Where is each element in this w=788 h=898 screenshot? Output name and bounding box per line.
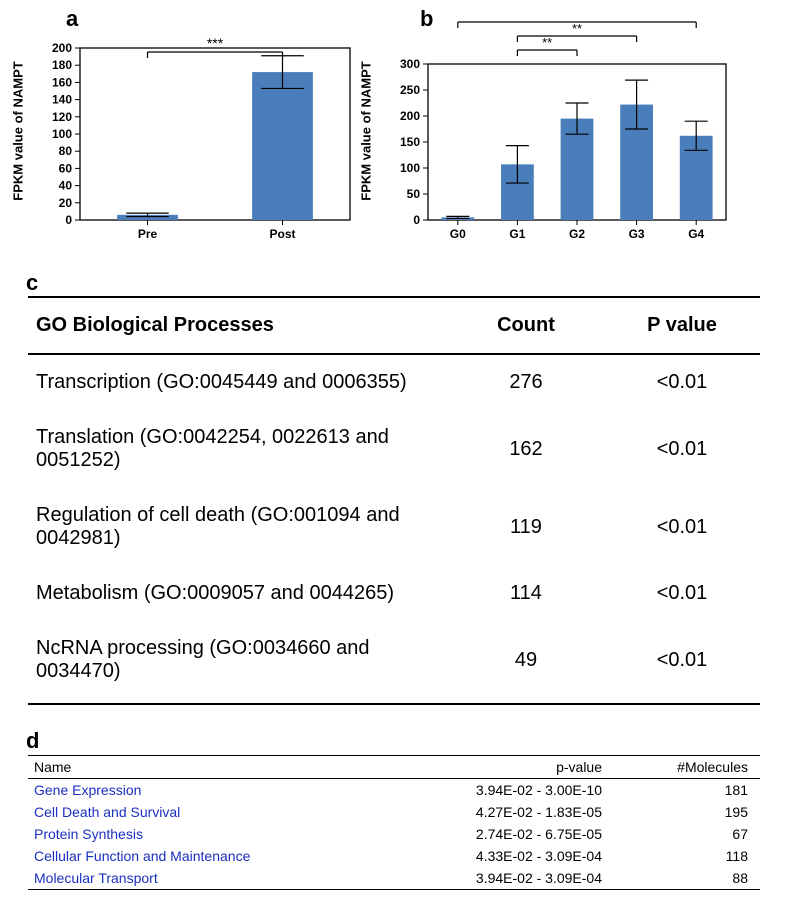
svg-text:G0: G0 <box>450 227 466 241</box>
table-row: Transcription (GO:0045449 and 0006355)27… <box>28 354 760 410</box>
table-d-cell-name: Cell Death and Survival <box>28 801 396 823</box>
chart-a-ylabel: FPKM value of NAMPT <box>11 61 26 200</box>
svg-text:G3: G3 <box>629 227 645 241</box>
table-d-col-mol: #Molecules <box>632 756 760 779</box>
charts-row: FPKM value of NAMPT 0 20 40 60 80 100 120 140 16… <box>28 18 760 244</box>
svg-text:40: 40 <box>59 179 73 193</box>
table-d-cell-pval: 4.27E-02 - 1.83E-05 <box>396 801 632 823</box>
table-row: Cellular Function and Maintenance 4.33E-0… <box>28 845 760 867</box>
chart-a-svg: 0 20 40 60 80 100 120 140 160 180 200 Pre Post *** <box>28 18 358 244</box>
table-row: Cell Death and Survival 4.27E-02 - 1.83E-… <box>28 801 760 823</box>
table-c: GO Biological Processes Count P value Tr… <box>28 296 760 705</box>
table-c-cell-pval: <0.01 <box>604 488 760 566</box>
table-d: Name p-value #Molecules Gene Expression 3… <box>28 755 760 890</box>
table-c-col-pval: P value <box>604 297 760 354</box>
svg-text:**: ** <box>542 35 552 50</box>
svg-text:G4: G4 <box>688 227 704 241</box>
table-row: Protein Synthesis 2.74E-02 - 6.75E-0567 <box>28 823 760 845</box>
table-c-cell-count: 49 <box>448 621 604 704</box>
chart-b: FPKM value of NAMPT 050100150200250300G0… <box>376 18 736 244</box>
table-c-cell-name: Regulation of cell death (GO:001094 and … <box>28 488 448 566</box>
figure-page: a b FPKM value of NAMPT 0204060801001201… <box>0 0 788 898</box>
ipa-link[interactable]: Cell Death and Survival <box>34 804 180 820</box>
svg-text:300: 300 <box>400 57 420 71</box>
table-d-cell-mol: 67 <box>632 823 760 845</box>
svg-text:60: 60 <box>59 161 73 175</box>
table-c-cell-pval: <0.01 <box>604 621 760 704</box>
table-d-cell-name: Cellular Function and Maintenance <box>28 845 396 867</box>
svg-text:***: *** <box>207 35 224 51</box>
table-c-col-count: Count <box>448 297 604 354</box>
table-row: NcRNA processing (GO:0034660 and 0034470… <box>28 621 760 704</box>
table-c-col-name: GO Biological Processes <box>28 297 448 354</box>
svg-text:Post: Post <box>269 227 295 241</box>
ipa-link[interactable]: Cellular Function and Maintenance <box>34 848 250 864</box>
svg-text:120: 120 <box>52 110 72 124</box>
svg-text:200: 200 <box>52 41 72 55</box>
table-row: Translation (GO:0042254, 0022613 and 005… <box>28 410 760 488</box>
svg-text:180: 180 <box>52 58 72 72</box>
table-c-cell-name: NcRNA processing (GO:0034660 and 0034470… <box>28 621 448 704</box>
table-row: Regulation of cell death (GO:001094 and … <box>28 488 760 566</box>
svg-text:160: 160 <box>52 75 72 89</box>
table-row: Molecular Transport 3.94E-02 - 3.09E-0488 <box>28 867 760 890</box>
table-d-cell-mol: 88 <box>632 867 760 890</box>
table-c-cell-count: 114 <box>448 566 604 621</box>
table-row: Metabolism (GO:0009057 and 0044265)114<0… <box>28 566 760 621</box>
ipa-link[interactable]: Molecular Transport <box>34 870 158 886</box>
chart-a: FPKM value of NAMPT 02040608010012014016… <box>28 18 358 244</box>
table-d-cell-pval: 3.94E-02 - 3.09E-04 <box>396 867 632 890</box>
table-c-cell-name: Metabolism (GO:0009057 and 0044265) <box>28 566 448 621</box>
svg-text:250: 250 <box>400 83 420 97</box>
table-c-cell-pval: <0.01 <box>604 566 760 621</box>
svg-text:100: 100 <box>52 127 72 141</box>
svg-text:80: 80 <box>59 144 73 158</box>
ipa-link[interactable]: Gene Expression <box>34 782 141 798</box>
table-d-cell-mol: 195 <box>632 801 760 823</box>
svg-text:0: 0 <box>65 213 72 227</box>
table-c-cell-count: 276 <box>448 354 604 410</box>
svg-text:50: 50 <box>407 187 421 201</box>
table-d-cell-name: Molecular Transport <box>28 867 396 890</box>
table-d-cell-pval: 4.33E-02 - 3.09E-04 <box>396 845 632 867</box>
svg-text:**: ** <box>572 21 582 36</box>
table-c-cell-pval: <0.01 <box>604 354 760 410</box>
chart-b-ylabel: FPKM value of NAMPT <box>359 61 374 200</box>
table-c-cell-name: Translation (GO:0042254, 0022613 and 005… <box>28 410 448 488</box>
svg-text:200: 200 <box>400 109 420 123</box>
chart-b-svg: 050100150200250300G0G1G2G3G4******* <box>376 18 736 244</box>
table-c-cell-pval: <0.01 <box>604 410 760 488</box>
svg-text:100: 100 <box>400 161 420 175</box>
panel-c-label: c <box>26 270 38 296</box>
table-d-col-name: Name <box>28 756 396 779</box>
svg-text:G1: G1 <box>509 227 525 241</box>
svg-text:20: 20 <box>59 196 73 210</box>
ipa-link[interactable]: Protein Synthesis <box>34 826 143 842</box>
table-d-cell-pval: 2.74E-02 - 6.75E-05 <box>396 823 632 845</box>
svg-text:150: 150 <box>400 135 420 149</box>
table-c-cell-count: 119 <box>448 488 604 566</box>
table-d-cell-pval: 3.94E-02 - 3.00E-10 <box>396 779 632 802</box>
svg-text:G2: G2 <box>569 227 585 241</box>
svg-text:Pre: Pre <box>138 227 158 241</box>
table-d-cell-mol: 181 <box>632 779 760 802</box>
table-d-cell-mol: 118 <box>632 845 760 867</box>
table-row: Gene Expression 3.94E-02 - 3.00E-10181 <box>28 779 760 802</box>
panel-d-label: d <box>26 728 39 754</box>
svg-text:140: 140 <box>52 93 72 107</box>
table-d-cell-name: Gene Expression <box>28 779 396 802</box>
table-d-col-pval: p-value <box>396 756 632 779</box>
table-d-cell-name: Protein Synthesis <box>28 823 396 845</box>
table-c-cell-count: 162 <box>448 410 604 488</box>
table-c-cell-name: Transcription (GO:0045449 and 0006355) <box>28 354 448 410</box>
svg-text:0: 0 <box>413 213 420 227</box>
